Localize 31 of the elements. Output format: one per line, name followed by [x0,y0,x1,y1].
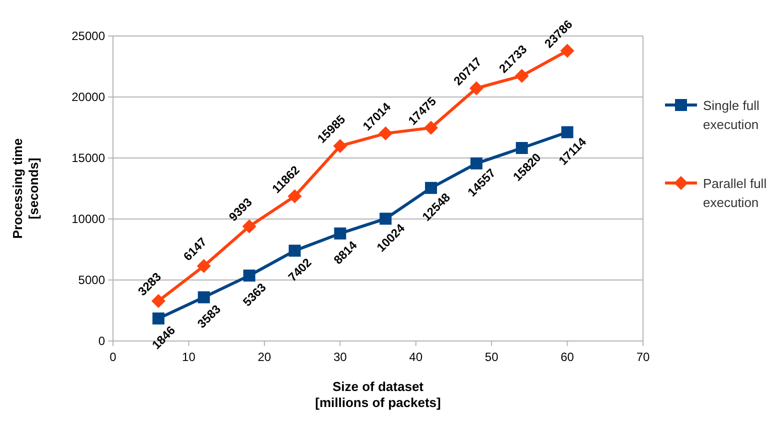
x-tick-label: 30 [333,350,348,364]
point [470,157,482,170]
point [380,212,392,225]
x-tick-label: 60 [560,350,574,364]
x-tick-label: 0 [110,350,117,364]
y-tick-label: 15000 [72,151,106,165]
point [242,219,256,234]
point [561,126,574,138]
x-tick-label: 70 [636,350,650,364]
y-tick-label: 5000 [78,273,106,287]
x-tick-label: 50 [484,350,499,364]
legend-label: Parallel full execution [703,176,767,210]
point [198,291,210,304]
point [425,182,437,194]
point [151,294,166,308]
point [243,270,256,282]
y-tick-label: 20000 [72,90,106,104]
legend-label: Single full execution [703,98,760,132]
point [196,259,211,274]
y-tick-label: 0 [98,334,106,348]
point [152,312,164,324]
y-tick-label: 25000 [72,29,106,43]
x-tick-label: 40 [409,350,423,364]
y-tick-label: 10000 [72,212,106,226]
x-tick-label: 20 [258,350,272,364]
point [516,142,528,154]
x-tick-label: 10 [182,350,196,364]
y-axis-title: Processing time [seconds] [10,138,41,239]
x-axis-title: Size of dataset [millions of packets] [315,379,441,410]
point [334,227,346,240]
point [288,244,301,257]
